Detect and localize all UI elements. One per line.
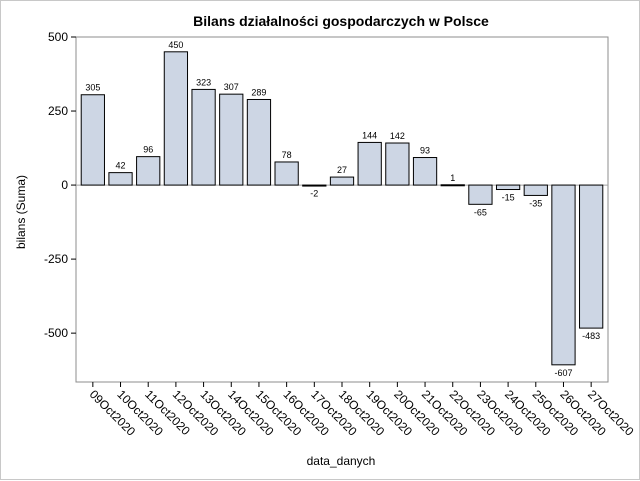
- data-label: -607: [554, 368, 572, 378]
- data-label: 450: [168, 40, 183, 50]
- data-label: 323: [196, 77, 211, 87]
- bar: [302, 184, 327, 187]
- x-axis-label: data_danych: [307, 454, 376, 468]
- chart-title: Bilans działalności gospodarczych w Pols…: [193, 13, 489, 29]
- y-tick-label: -500: [44, 326, 68, 340]
- bar: [219, 93, 244, 186]
- bar: [440, 184, 465, 187]
- data-label: 96: [143, 145, 153, 155]
- y-axis-label: bilans (Suma): [14, 175, 28, 249]
- data-label: 144: [362, 130, 377, 140]
- data-label: 1: [450, 173, 455, 183]
- bar: [80, 94, 105, 186]
- plot-border: [75, 36, 609, 383]
- plot-area: 5002500-250-50030509Oct20204210Oct202096…: [44, 30, 637, 439]
- data-label: 27: [337, 165, 347, 175]
- bar: [468, 184, 493, 205]
- bar: [136, 156, 161, 186]
- data-label: 289: [251, 87, 266, 97]
- data-label: 78: [282, 150, 292, 160]
- bar: [495, 184, 521, 191]
- bar: [274, 161, 299, 186]
- y-tick-label: 0: [61, 178, 68, 192]
- bar: [579, 184, 604, 329]
- bar: [163, 51, 189, 186]
- data-label: 307: [224, 82, 239, 92]
- y-tick-label: 500: [48, 30, 68, 44]
- bar: [329, 176, 355, 186]
- bar: [357, 141, 382, 186]
- data-label: -2: [310, 189, 318, 199]
- data-label: -483: [582, 331, 600, 341]
- bar: [523, 184, 548, 196]
- data-label: 42: [116, 161, 126, 171]
- data-label: -65: [474, 207, 487, 217]
- bar: [412, 157, 438, 186]
- bar: [246, 98, 272, 186]
- data-label: -35: [529, 198, 542, 208]
- bar: [551, 184, 576, 366]
- data-label: 93: [420, 146, 430, 156]
- data-label: 142: [390, 131, 405, 141]
- data-label: -15: [502, 193, 515, 203]
- bar: [108, 172, 133, 186]
- bar: [385, 142, 410, 186]
- data-label: 305: [85, 83, 100, 93]
- y-tick-label: -250: [44, 252, 68, 266]
- bar: [191, 88, 216, 186]
- y-tick-label: 250: [48, 104, 68, 118]
